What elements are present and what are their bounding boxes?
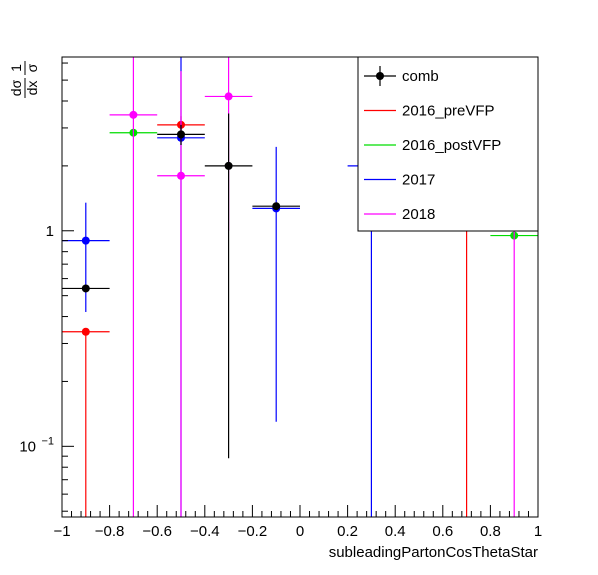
y-title-dx: dx	[24, 81, 40, 96]
data-point	[81, 327, 90, 336]
data-point	[177, 130, 185, 139]
y-tick-label: 10	[19, 438, 36, 455]
data-point	[129, 110, 138, 119]
data-point	[224, 92, 233, 101]
series-comb	[62, 113, 300, 459]
legend-entry: comb	[364, 66, 439, 86]
y-title-one: 1	[8, 64, 24, 72]
y-title-fraction: 1 σdσ dx	[8, 61, 40, 98]
legend-entry: 2016_preVFP	[364, 103, 495, 120]
legend-label: 2016_preVFP	[402, 103, 495, 120]
x-tick-label: 0.8	[480, 523, 501, 540]
legend-marker	[376, 72, 384, 80]
legend-entry: 2017	[364, 172, 435, 189]
y-axis-title: 1 σdσ dx	[8, 61, 40, 98]
legend: comb 2016_preVFP 2016_postVFP 2017 2018	[357, 56, 539, 232]
data-point	[81, 236, 90, 245]
data-point	[272, 202, 281, 211]
data-point	[81, 284, 90, 293]
data-point	[224, 161, 233, 170]
x-tick-label: 0	[296, 523, 304, 540]
x-axis-title: subleadingPartonCosThetaStar	[329, 544, 538, 561]
x-tick-label: −0.2	[238, 523, 268, 540]
legend-entry: 2016_postVFP	[364, 137, 501, 154]
x-tick-label: 0.4	[385, 523, 406, 540]
x-tick-label: 1	[534, 523, 542, 540]
x-tick-label: −0.6	[142, 523, 172, 540]
legend-label: 2018	[402, 206, 435, 223]
data-layer	[62, 57, 538, 517]
y-tick-label: 1	[46, 223, 54, 240]
y-title-dsigma: dσ	[8, 79, 24, 96]
x-tick-label: −0.8	[95, 523, 125, 540]
y-tick-exponent: −1	[41, 435, 54, 447]
x-tick-label: 0.2	[337, 523, 358, 540]
legend-entry: 2018	[364, 206, 435, 223]
legend-label: comb	[402, 68, 439, 85]
x-tick-label: 0.6	[432, 523, 453, 540]
legend-box	[357, 56, 539, 232]
y-axis: 1 10 −1	[19, 62, 74, 512]
x-tick-label: −0.4	[190, 523, 220, 540]
x-axis: −1 −0.8 −0.6 −0.4 −0.2 0 0.2 0.4 0.6 0.8 1	[53, 505, 542, 540]
y-title-sigma: σ	[24, 63, 40, 72]
legend-label: 2017	[402, 172, 435, 189]
data-point	[177, 171, 185, 180]
legend-label: 2016_postVFP	[402, 137, 501, 154]
x-tick-label: −1	[53, 523, 70, 540]
